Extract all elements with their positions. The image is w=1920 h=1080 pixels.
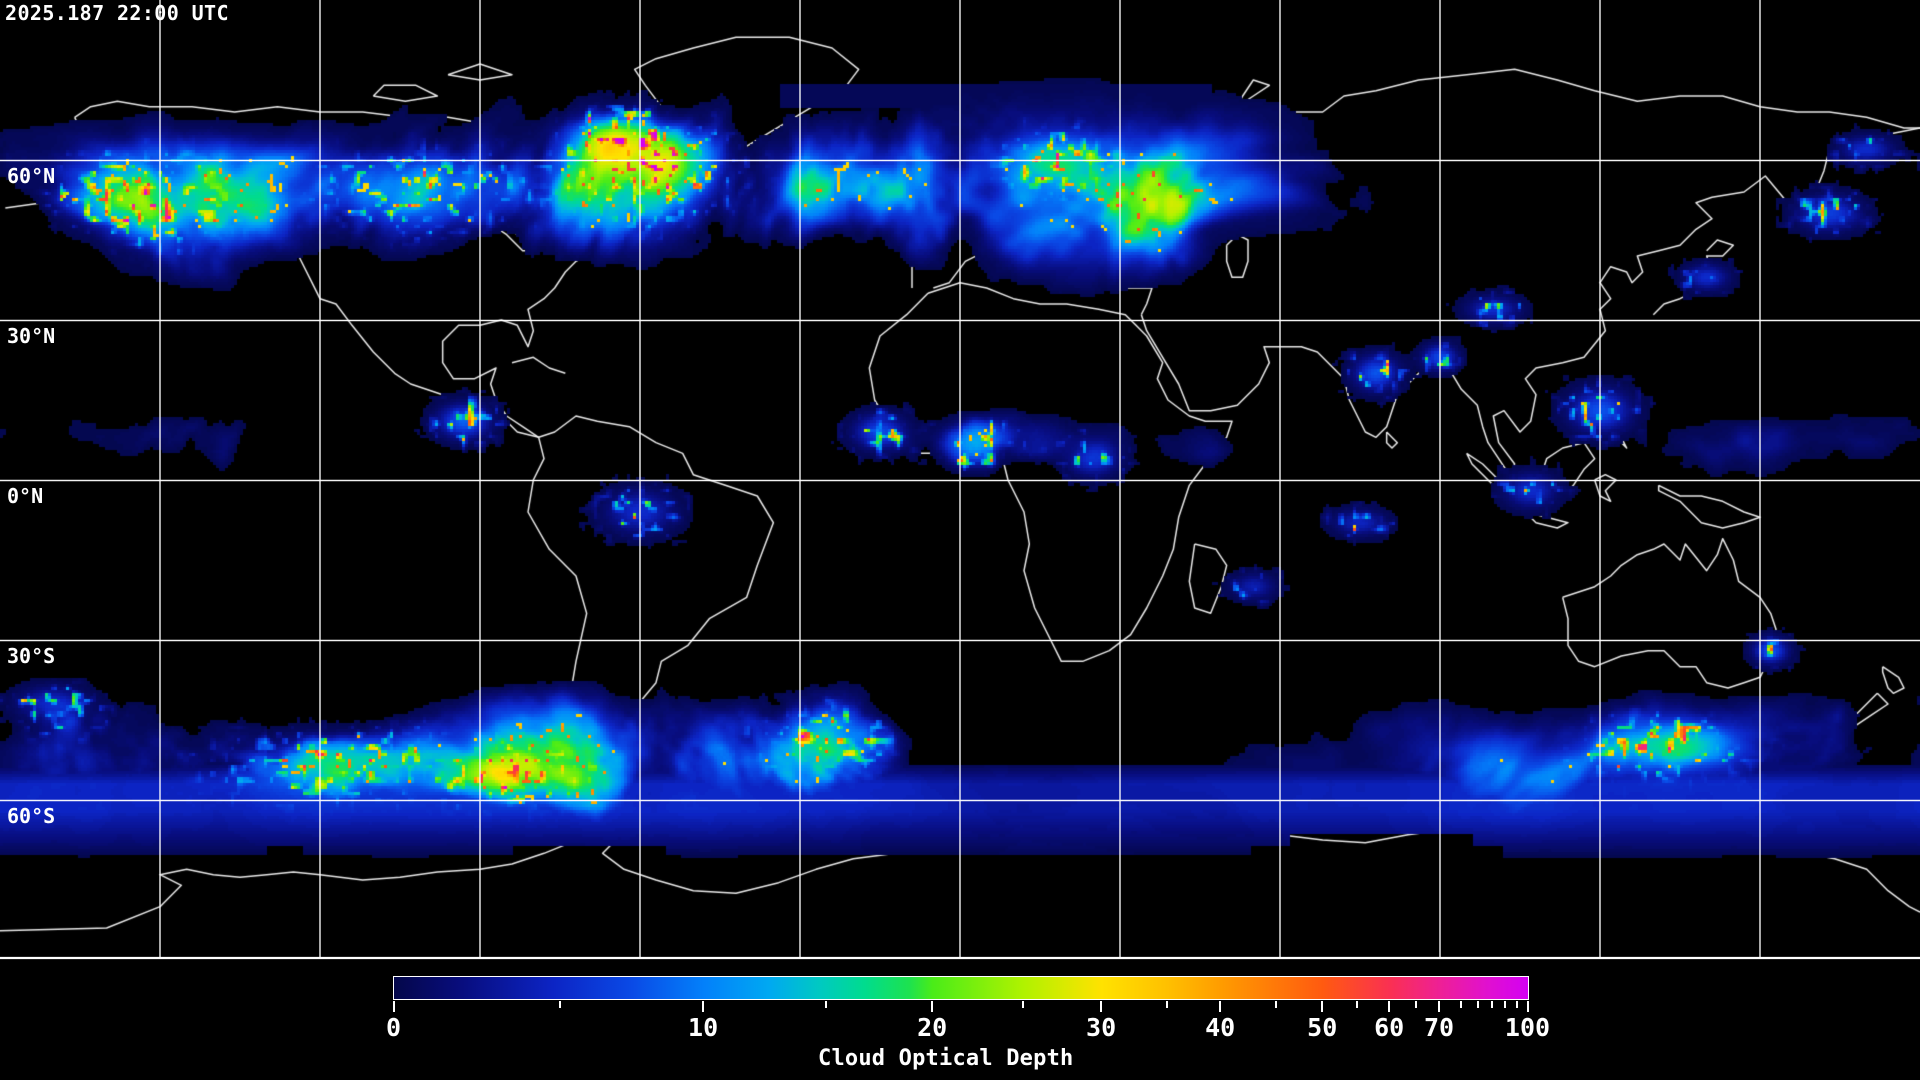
colorbar-tick-label: 40 [1205,1013,1236,1042]
colorbar-minor-tick [1415,1001,1418,1008]
colorbar-major-tick [1526,1001,1529,1012]
colorbar-major-tick [1100,1001,1103,1012]
world-cloud-map-canvas [0,0,1920,960]
latitude-label: 30°N [7,324,56,348]
latitude-label: 30°S [7,644,56,668]
colorbar-tick-label: 20 [917,1013,948,1042]
timestamp-label: 2025.187 22:00 UTC [5,1,229,25]
colorbar-minor-tick [1021,1001,1024,1008]
colorbar-minor-tick [1356,1001,1359,1008]
colorbar-tick-label: 30 [1086,1013,1117,1042]
colorbar-tick-label: 70 [1423,1013,1455,1042]
colorbar-minor-tick [1491,1001,1494,1008]
colorbar-major-tick [1219,1001,1222,1012]
colorbar-tick-label: 0 [385,1013,402,1042]
colorbar-major-tick [1438,1001,1441,1012]
colorbar-minor-tick [1459,1001,1462,1008]
colorbar-tick-label: 50 [1307,1013,1338,1042]
colorbar-major-tick [392,1001,395,1012]
colorbar-major-tick [1321,1001,1324,1012]
colorbar-minor-tick [1503,1001,1506,1008]
colorbar-minor-tick [1516,1001,1519,1008]
latitude-label: 60°N [7,164,56,188]
colorbar-minor-tick [1476,1001,1479,1008]
colorbar-minor-tick [1274,1001,1277,1008]
colorbar-major-tick [931,1001,934,1012]
colorbar-minor-tick [824,1001,827,1008]
colorbar-tick-label: 100 [1504,1013,1551,1042]
colorbar-gradient-bar [393,976,1529,1000]
colorbar-tick-label: 60 [1374,1013,1405,1042]
colorbar-minor-tick [1165,1001,1168,1008]
colorbar-minor-tick [559,1001,562,1008]
latitude-label: 60°S [7,804,56,828]
colorbar-title: Cloud Optical Depth [818,1046,1074,1071]
colorbar-major-tick [1388,1001,1391,1012]
colorbar-major-tick [702,1001,705,1012]
latitude-label: 0°N [7,484,44,508]
colorbar-region: 0 10 20 30 40 50 60 70 100 Cloud Optical Depth [0,960,1920,1080]
colorbar-tick-label: 10 [688,1013,719,1042]
